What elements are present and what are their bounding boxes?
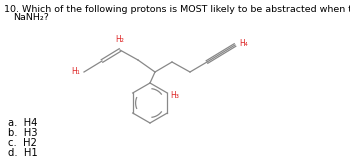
Text: b.  H3: b. H3 [8, 128, 37, 138]
Text: 10. Which of the following protons is MOST likely to be abstracted when treated : 10. Which of the following protons is MO… [4, 5, 350, 14]
Text: H₄: H₄ [239, 39, 248, 47]
Text: a.  H4: a. H4 [8, 118, 37, 128]
Text: H₁: H₁ [71, 67, 80, 76]
Text: NaNH₂?: NaNH₂? [13, 13, 49, 22]
Text: H₃: H₃ [170, 91, 179, 100]
Text: d.  H1: d. H1 [8, 148, 38, 158]
Text: H₂: H₂ [116, 35, 125, 44]
Text: c.  H2: c. H2 [8, 138, 37, 148]
